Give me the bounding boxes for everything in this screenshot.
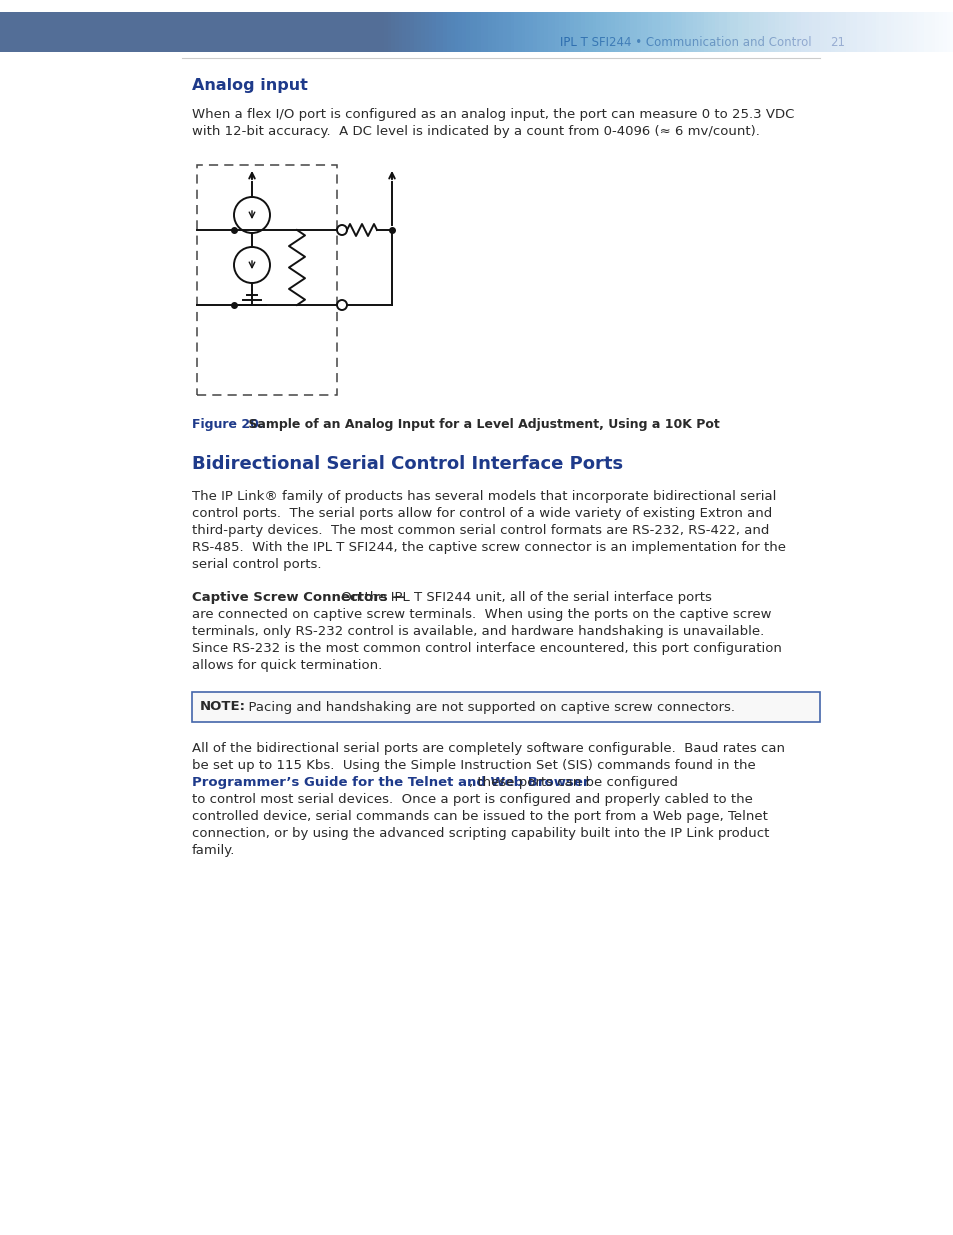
Text: , these ports can be configured: , these ports can be configured [468,776,678,789]
Text: family.: family. [192,844,235,857]
Text: On the IPL T SFI244 unit, all of the serial interface ports: On the IPL T SFI244 unit, all of the ser… [336,592,711,604]
FancyBboxPatch shape [192,692,820,722]
Text: connection, or by using the advanced scripting capability built into the IP Link: connection, or by using the advanced scr… [192,827,768,840]
Text: Figure 20.: Figure 20. [192,417,263,431]
Text: IPL T SFI244 • Communication and Control: IPL T SFI244 • Communication and Control [559,36,811,48]
Text: Programmer’s Guide for the Telnet and Web Browser: Programmer’s Guide for the Telnet and We… [192,776,589,789]
Text: Analog input: Analog input [192,78,308,93]
Text: third-party devices.  The most common serial control formats are RS-232, RS-422,: third-party devices. The most common ser… [192,524,768,537]
Text: All of the bidirectional serial ports are completely software configurable.  Bau: All of the bidirectional serial ports ar… [192,742,784,755]
Text: The IP Link® family of products has several models that incorporate bidirectiona: The IP Link® family of products has seve… [192,490,776,503]
Text: When a flex I/O port is configured as an analog input, the port can measure 0 to: When a flex I/O port is configured as an… [192,107,794,121]
Text: Captive Screw Connectors —: Captive Screw Connectors — [192,592,405,604]
Text: with 12-bit accuracy.  A DC level is indicated by a count from 0-4096 (≈ 6 mv/co: with 12-bit accuracy. A DC level is indi… [192,125,760,138]
Text: NOTE:: NOTE: [200,700,246,714]
Text: Pacing and handshaking are not supported on captive screw connectors.: Pacing and handshaking are not supported… [240,700,734,714]
Bar [196,165,336,395]
Text: allows for quick termination.: allows for quick termination. [192,659,382,672]
Text: serial control ports.: serial control ports. [192,558,321,571]
Text: terminals, only RS-232 control is available, and hardware handshaking is unavail: terminals, only RS-232 control is availa… [192,625,763,638]
Text: controlled device, serial commands can be issued to the port from a Web page, Te: controlled device, serial commands can b… [192,810,767,823]
Text: to control most serial devices.  Once a port is configured and properly cabled t: to control most serial devices. Once a p… [192,793,752,806]
Text: 21: 21 [829,36,844,48]
Text: control ports.  The serial ports allow for control of a wide variety of existing: control ports. The serial ports allow fo… [192,508,771,520]
Text: be set up to 115 Kbs.  Using the Simple Instruction Set (SIS) commands found in : be set up to 115 Kbs. Using the Simple I… [192,760,755,772]
Text: RS-485.  With the IPL T SFI244, the captive screw connector is an implementation: RS-485. With the IPL T SFI244, the capti… [192,541,785,555]
Text: are connected on captive screw terminals.  When using the ports on the captive s: are connected on captive screw terminals… [192,608,771,621]
Text: Bidirectional Serial Control Interface Ports: Bidirectional Serial Control Interface P… [192,454,622,473]
Text: Since RS-232 is the most common control interface encountered, this port configu: Since RS-232 is the most common control … [192,642,781,655]
Text: Sample of an Analog Input for a Level Adjustment, Using a 10K Pot: Sample of an Analog Input for a Level Ad… [244,417,719,431]
